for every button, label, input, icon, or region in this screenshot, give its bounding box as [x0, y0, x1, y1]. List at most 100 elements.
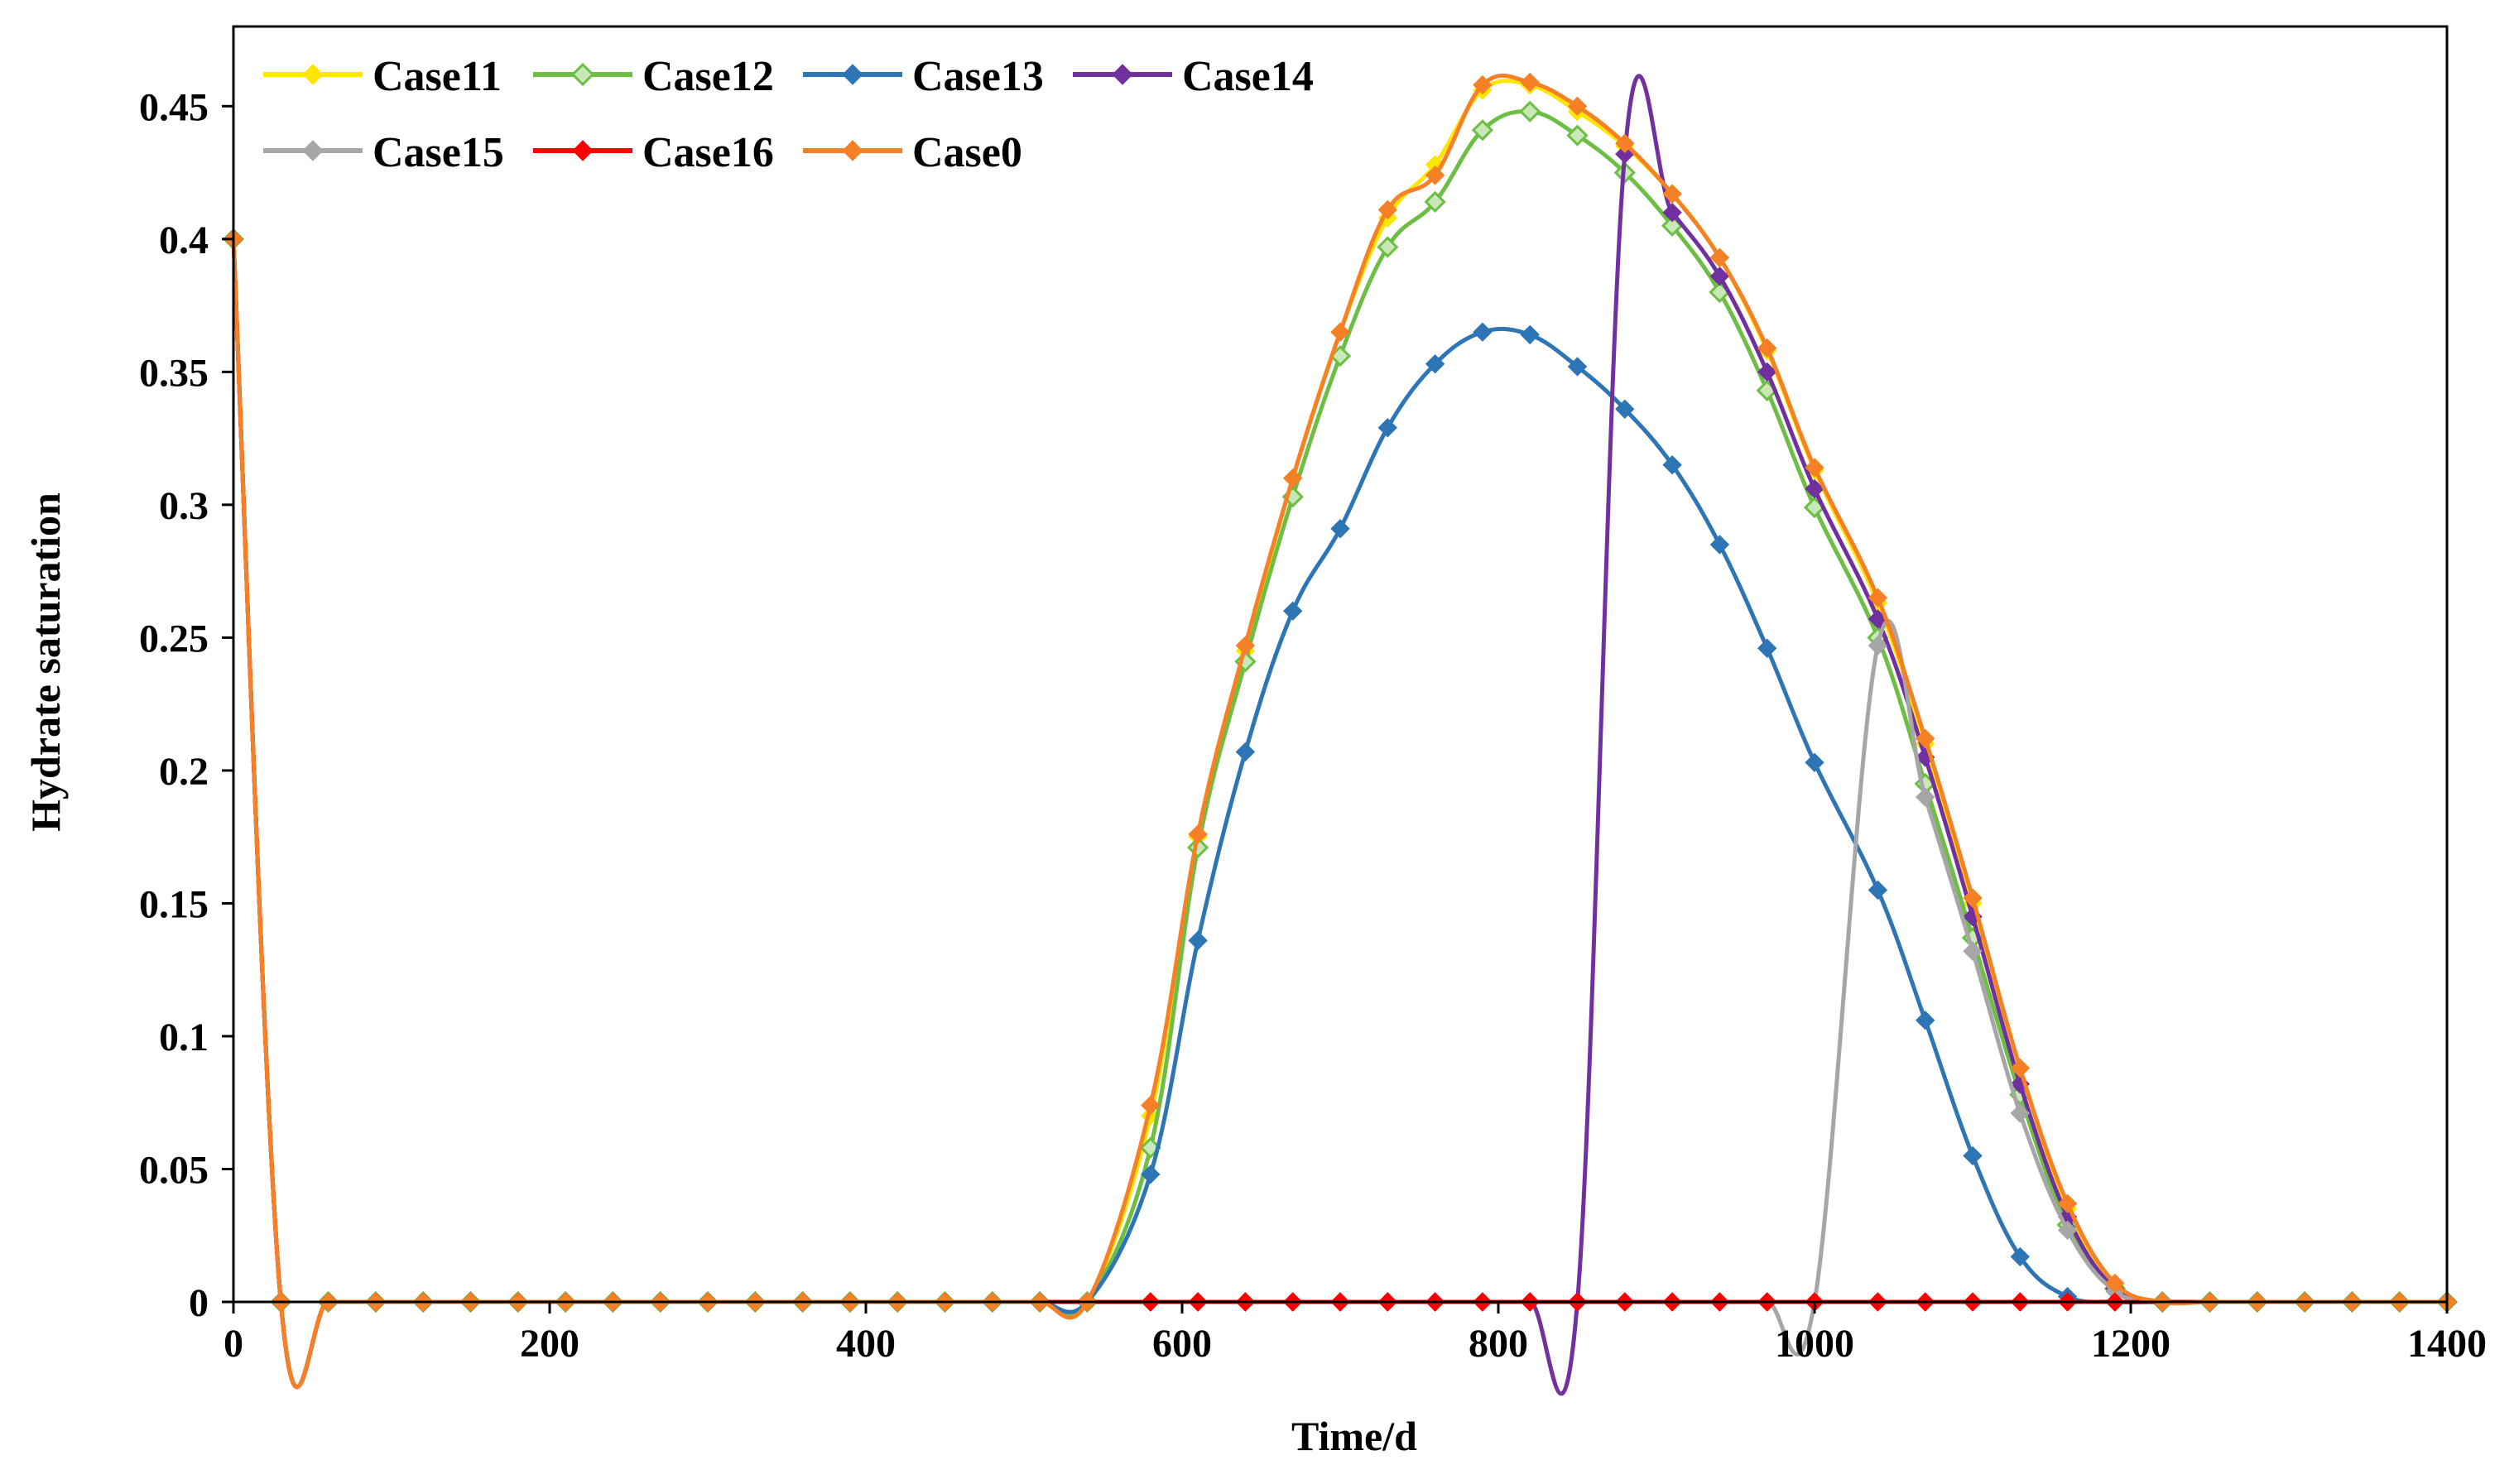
data-point-case13 [1615, 399, 1635, 420]
y-tick-label: 0.1 [159, 1016, 209, 1059]
y-tick-label: 0.2 [159, 750, 209, 794]
data-point-case12 [1471, 119, 1494, 142]
y-axis-title: Hydrate saturation [22, 492, 69, 832]
data-point-case0 [1868, 588, 1888, 608]
data-point-case0 [1915, 728, 1935, 749]
data-point-case13 [1709, 535, 1730, 555]
data-point-case15 [2010, 1103, 2031, 1123]
data-point-case14 [1709, 267, 1730, 286]
data-point-case0 [1662, 184, 1682, 204]
data-point-case13 [1141, 1165, 1161, 1184]
data-point-case13 [1868, 880, 1888, 900]
data-point-case0 [1235, 636, 1256, 656]
data-point-case0 [1282, 468, 1303, 488]
legend-item-case12: Case12 [533, 53, 774, 100]
y-tick-label: 0.4 [159, 219, 209, 262]
data-point-case0 [1963, 888, 1983, 908]
data-point-case0 [2105, 1273, 2125, 1294]
y-tick-label: 0.3 [159, 484, 209, 528]
data-point-case13 [1473, 322, 1493, 342]
legend: Case11 Case12 Case13 Case14 Case15 Case16 Case… [263, 53, 1314, 176]
data-point-case0 [1757, 338, 1777, 358]
data-point-case0 [1473, 74, 1493, 95]
legend-item-case0: Case0 [803, 129, 1022, 176]
legend-marker-case0 [842, 140, 863, 161]
x-tick-label: 1200 [2091, 1322, 2170, 1366]
data-point-case13 [1377, 418, 1398, 438]
data-point-case0 [1425, 166, 1445, 185]
x-tick-label: 1000 [1775, 1322, 1854, 1366]
data-point-case13 [1235, 742, 1256, 762]
data-point-case0 [2010, 1058, 2031, 1078]
data-point-case0 [1615, 133, 1635, 153]
x-tick-label: 400 [836, 1322, 896, 1366]
data-point-case13 [1662, 455, 1682, 475]
legend-item-case13: Case13 [803, 53, 1044, 100]
legend-label-case12: Case12 [642, 53, 774, 100]
data-point-case0 [1330, 322, 1350, 342]
legend-item-case15: Case15 [263, 129, 504, 176]
data-point-case13 [1188, 930, 1208, 951]
y-tick-label: 0.25 [139, 617, 209, 660]
data-point-case13 [1282, 601, 1303, 621]
data-point-case13 [2010, 1246, 2031, 1267]
legend-marker-case13 [842, 64, 863, 85]
data-point-case15 [1963, 941, 1983, 961]
data-point-case12 [1566, 124, 1589, 146]
data-point-case13 [1567, 357, 1588, 377]
y-tick-label: 0.05 [139, 1148, 209, 1192]
plot-area-frame [232, 25, 2449, 1304]
data-point-case0 [1377, 199, 1398, 220]
legend-label-case15: Case15 [373, 129, 504, 176]
legend-label-case13: Case13 [912, 53, 1044, 100]
y-tick-label: 0.45 [139, 85, 209, 129]
legend-label-case11: Case11 [373, 53, 502, 100]
data-point-case12 [1424, 190, 1446, 214]
data-point-case14 [1805, 478, 1824, 499]
legend-marker-case15 [302, 140, 324, 161]
legend-item-case16: Case16 [533, 129, 774, 176]
axis-layer: 0 200 400 600 800 1000 1200 1400 0 0.05 0.1 0.15 0.2… [139, 85, 2487, 1366]
data-point-case13 [1330, 519, 1350, 539]
x-tick-label: 0 [224, 1322, 243, 1366]
legend-marker-case11 [302, 64, 324, 85]
legend-marker-case16 [572, 140, 594, 161]
data-point-case15 [1915, 787, 1935, 807]
y-tick-label: 0 [189, 1281, 209, 1325]
data-point-case14 [1757, 362, 1777, 382]
data-point-case0 [2057, 1193, 2078, 1213]
data-point-case15 [2057, 1220, 2078, 1241]
data-point-case12 [1519, 100, 1541, 122]
data-point-case0 [1567, 96, 1588, 117]
legend-label-case16: Case16 [642, 129, 774, 176]
data-point-case14 [1662, 203, 1682, 223]
data-point-case0 [1709, 247, 1730, 268]
data-point-case0 [1805, 458, 1824, 478]
data-point-case12 [1377, 236, 1399, 258]
data-point-case13 [1757, 638, 1777, 658]
legend-label-case0: Case0 [912, 129, 1022, 176]
legend-marker-case12 [570, 62, 595, 87]
y-tick-label: 0.35 [139, 351, 209, 395]
data-point-case0 [1141, 1095, 1161, 1116]
data-point-case13 [1520, 324, 1540, 345]
legend-item-case14: Case14 [1073, 53, 1314, 100]
x-axis-title: Time/d [1291, 1413, 1417, 1459]
legend-label-case14: Case14 [1182, 53, 1314, 100]
data-point-case0 [1520, 72, 1540, 93]
data-point-case15 [1868, 636, 1888, 656]
data-point-case13 [1805, 752, 1824, 772]
y-tick-label: 0.15 [139, 882, 209, 926]
x-tick-label: 200 [520, 1322, 579, 1366]
x-tick-label: 1400 [2407, 1322, 2487, 1366]
legend-marker-case14 [1112, 64, 1133, 85]
data-point-case13 [1915, 1010, 1935, 1030]
x-tick-label: 800 [1469, 1322, 1528, 1366]
data-point-case13 [1425, 354, 1445, 374]
x-tick-label: 600 [1152, 1322, 1212, 1366]
data-point-case0 [1188, 824, 1208, 844]
legend-item-case11: Case11 [263, 53, 502, 100]
data-point-case13 [1963, 1145, 1983, 1166]
